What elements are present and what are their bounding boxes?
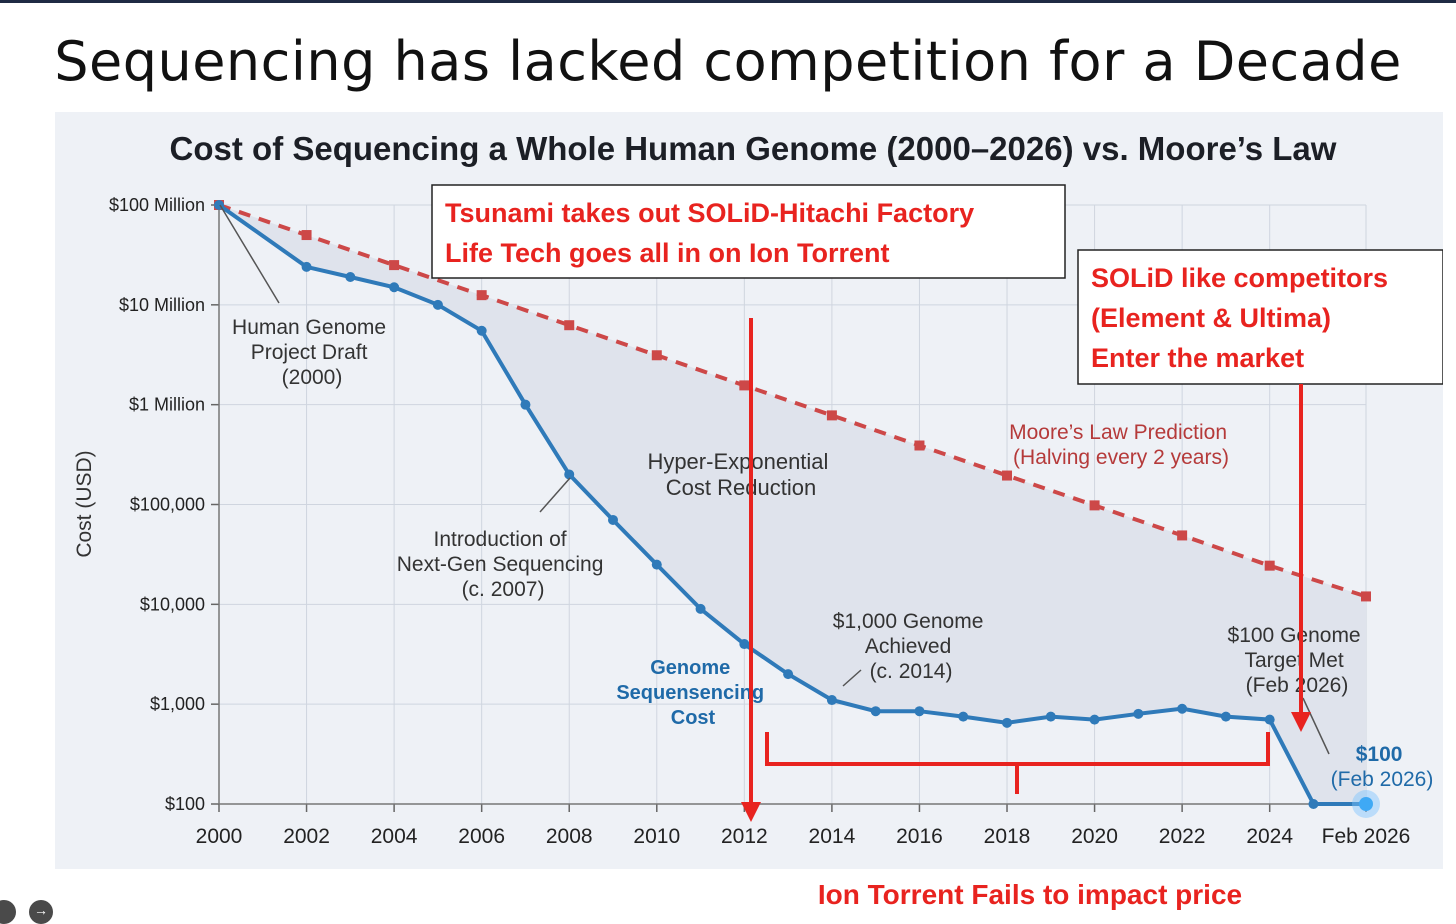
moore-point — [914, 440, 925, 451]
annotation-hundred-value: $100 (Feb 2026) — [1331, 743, 1434, 791]
arrow-competitors-head — [1291, 712, 1311, 732]
cost-point — [1220, 711, 1231, 722]
cost-point — [564, 469, 575, 480]
cost-point — [958, 711, 969, 722]
annotation-ngs: Introduction of Next-Gen Sequencing (c. … — [397, 528, 609, 601]
tsunami-text: Tsunami takes out SOLiD-Hitachi Factory … — [445, 198, 982, 268]
moore-point — [564, 320, 575, 331]
cost-points — [214, 200, 1380, 818]
x-tick-label: 2018 — [984, 825, 1031, 848]
moore-point — [389, 260, 400, 271]
navigation-icon[interactable] — [0, 900, 16, 924]
leader-thousand — [842, 669, 862, 687]
x-tick-label: 2002 — [283, 825, 330, 848]
cost-point — [1308, 799, 1319, 809]
cost-point — [1002, 717, 1013, 728]
y-tick-label: $1,000 — [150, 694, 205, 714]
x-tick-label: Feb 2026 — [1322, 825, 1411, 848]
stagnation-bracket — [765, 732, 1270, 766]
moore-point — [1177, 530, 1188, 541]
cost-line — [217, 203, 1366, 806]
annotation-moore: Moore’s Law Prediction (Halving every 2 … — [1009, 421, 1233, 469]
x-tick-label: 2016 — [896, 825, 943, 848]
x-tick-label: 2014 — [809, 825, 856, 848]
cost-point — [651, 559, 662, 570]
y-tick-label: $10,000 — [140, 594, 205, 614]
cost-point — [301, 261, 312, 272]
moore-point — [651, 350, 662, 361]
moore-point — [1002, 470, 1013, 481]
y-tick-label: $100 — [165, 794, 205, 814]
chart-panel: Cost of Sequencing a Whole Human Genome … — [55, 112, 1444, 869]
x-tick-label: 2020 — [1071, 825, 1118, 848]
moore-point — [476, 290, 487, 301]
bottom-note: Ion Torrent Fails to impact price — [817, 879, 1243, 910]
x-tick-label: 2022 — [1159, 825, 1206, 848]
cost-point — [826, 695, 837, 706]
x-tick-label: 2012 — [721, 825, 768, 848]
annotation-human-genome: Human Genome Project Draft (2000) — [232, 316, 392, 389]
y-axis-label: Cost (USD) — [73, 450, 96, 557]
y-tick-label: $10 Million — [119, 295, 205, 315]
cost-point — [1177, 703, 1188, 714]
moore-point — [739, 380, 750, 391]
tsunami-box — [431, 184, 1066, 279]
x-tick-label: 2000 — [196, 825, 243, 848]
competitors-box — [1077, 249, 1444, 385]
arrow-icon[interactable]: → — [29, 900, 53, 924]
moore-point — [1361, 591, 1371, 602]
x-tick-label: 2008 — [546, 825, 593, 848]
arrow-2012-head — [741, 802, 761, 822]
cost-point — [608, 514, 619, 525]
moore-point — [1089, 500, 1100, 511]
cost-point — [783, 669, 794, 680]
cost-point — [1133, 708, 1144, 719]
annotation-hyper: Hyper-Exponential Cost Reduction — [647, 449, 834, 500]
slide-title: Sequencing has lacked competition for a … — [54, 30, 1402, 93]
cost-point — [1359, 797, 1373, 811]
cost-point — [1089, 714, 1100, 725]
competitors-text: SOLiD like competitors (Element & Ultima… — [1091, 263, 1396, 373]
cost-point — [695, 603, 706, 614]
y-axis-ticks: $100 Million $10 Million $1 Million $100,00… — [109, 195, 205, 814]
cost-point — [389, 282, 400, 293]
cost-point — [914, 706, 925, 717]
moore-law-line — [218, 203, 1367, 599]
cost-point — [345, 272, 356, 283]
cost-point — [520, 399, 531, 410]
genome-cost-chart: Cost of Sequencing a Whole Human Genome … — [73, 130, 1444, 848]
leader-ngs — [539, 477, 571, 513]
gap-fill-area — [219, 205, 1366, 804]
cost-point — [432, 299, 443, 310]
y-tick-label: $100 Million — [109, 195, 205, 215]
x-axis-ticks: 2000 2002 2004 2006 2008 2010 2012 2014 2016 2018… — [196, 825, 1411, 848]
top-border — [0, 0, 1456, 3]
cost-point — [1045, 711, 1056, 722]
chart-title: Cost of Sequencing a Whole Human Genome … — [170, 130, 1337, 167]
y-tick-label: $100,000 — [130, 495, 205, 515]
moore-point — [1264, 560, 1275, 571]
y-tick-label: $1 Million — [129, 395, 205, 415]
x-tick-label: 2004 — [371, 825, 418, 848]
cost-point — [1264, 714, 1275, 725]
annotation-thousand-genome: $1,000 Genome Achieved (c. 2014) — [833, 610, 989, 683]
leader-hundred — [1302, 697, 1330, 755]
cost-point — [476, 325, 487, 336]
moore-point — [301, 230, 312, 241]
cost-point — [739, 639, 750, 650]
cost-point — [870, 706, 881, 717]
annotation-cost-line: Genome Sequensencing Cost — [616, 657, 769, 729]
x-tick-label: 2010 — [633, 825, 680, 848]
annotation-hundred-target: $100 Genome Target Met (Feb 2026) — [1228, 624, 1367, 697]
leader-human-genome — [219, 204, 280, 304]
moore-point — [826, 410, 837, 421]
x-tick-label: 2006 — [458, 825, 505, 848]
x-tick-label: 2024 — [1246, 825, 1293, 848]
